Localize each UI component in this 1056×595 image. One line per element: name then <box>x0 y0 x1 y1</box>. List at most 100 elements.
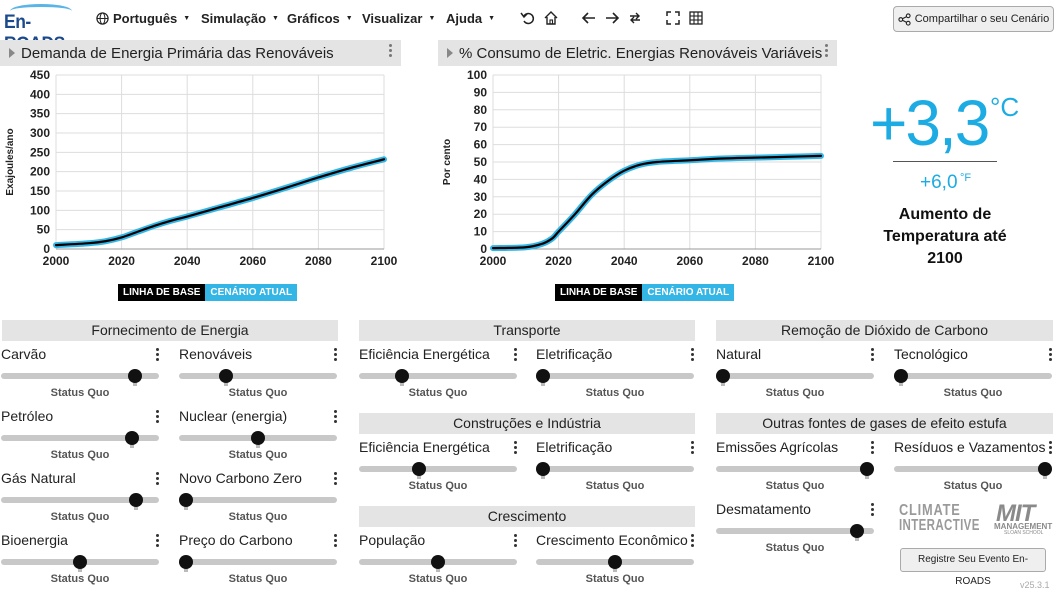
slider-track[interactable] <box>1 435 159 441</box>
slider-track[interactable] <box>1 497 159 503</box>
slider-menu-icon[interactable] <box>514 441 517 456</box>
slider-population[interactable]: População Status Quo <box>359 532 517 588</box>
slider-renewables[interactable]: Renováveis Status Quo <box>179 346 337 402</box>
slider-buildings-efficiency[interactable]: Eficiência Energética Status Quo <box>359 439 517 495</box>
slider-carbon-price[interactable]: Preço do Carbono Status Quo <box>179 532 337 588</box>
slider-thumb[interactable] <box>179 555 193 569</box>
slider-thumb[interactable] <box>1038 462 1052 476</box>
slider-thumb[interactable] <box>219 369 234 383</box>
slider-menu-icon[interactable] <box>334 472 337 487</box>
slider-track[interactable] <box>1 373 159 379</box>
fullscreen-icon[interactable] <box>665 10 681 26</box>
slider-thumb[interactable] <box>124 431 139 445</box>
legend-baseline[interactable]: LINHA DE BASE <box>118 284 206 301</box>
undo-icon[interactable] <box>520 10 536 26</box>
slider-buildings-electrification[interactable]: Eletrificação Status Quo <box>536 439 694 495</box>
slider-deforestation[interactable]: Desmatamento Status Quo <box>716 501 874 557</box>
slider-menu-icon[interactable] <box>514 534 517 549</box>
slider-track[interactable] <box>536 373 694 379</box>
slider-economic-growth[interactable]: Crescimento Econômico Status Quo <box>536 532 694 588</box>
slider-thumb[interactable] <box>536 462 550 476</box>
slider-track[interactable] <box>179 373 337 379</box>
slider-track[interactable] <box>716 528 874 534</box>
en-roads-logo[interactable]: En-ROADS <box>4 4 76 55</box>
forward-arrow-icon[interactable] <box>604 10 620 26</box>
slider-thumb[interactable] <box>536 369 550 383</box>
expand-triangle-icon[interactable] <box>9 48 15 58</box>
temperature-celsius[interactable]: +3,3 <box>870 87 990 159</box>
slider-thumb[interactable] <box>860 462 874 476</box>
slider-oil[interactable]: Petróleo Status Quo <box>1 408 159 464</box>
slider-track[interactable] <box>894 373 1052 379</box>
slider-menu-icon[interactable] <box>691 348 694 363</box>
slider-menu-icon[interactable] <box>514 348 517 363</box>
slider-natural-removal[interactable]: Natural Status Quo <box>716 346 874 402</box>
slider-transport-electrification[interactable]: Eletrificação Status Quo <box>536 346 694 402</box>
slider-track[interactable] <box>179 559 337 565</box>
climate-interactive-logo[interactable]: CLIMATE INTERACTIVE <box>897 502 987 536</box>
slider-menu-icon[interactable] <box>334 534 337 549</box>
slider-thumb[interactable] <box>849 524 864 538</box>
slider-menu-icon[interactable] <box>1049 441 1052 456</box>
menu-simulation[interactable]: Simulação ▼ <box>201 11 279 26</box>
slider-thumb[interactable] <box>129 493 144 507</box>
slider-menu-icon[interactable] <box>871 441 874 456</box>
slider-track[interactable] <box>359 466 517 472</box>
slider-agricultural-emissions[interactable]: Emissões Agrícolas Status Quo <box>716 439 874 495</box>
back-arrow-icon[interactable] <box>581 10 597 26</box>
chart-header-renewables[interactable]: Demanda de Energia Primária das Renováve… <box>0 40 401 66</box>
register-event-button[interactable]: Registre Seu Evento En-ROADS <box>900 548 1046 587</box>
slider-menu-icon[interactable] <box>691 441 694 456</box>
slider-thumb[interactable] <box>179 493 193 507</box>
legend-baseline[interactable]: LINHA DE BASE <box>555 284 643 301</box>
slider-menu-icon[interactable] <box>334 348 337 363</box>
slider-thumb[interactable] <box>73 555 87 569</box>
slider-thumb[interactable] <box>608 555 622 569</box>
slider-menu-icon[interactable] <box>691 534 694 549</box>
slider-track[interactable] <box>536 466 694 472</box>
slider-technological-removal[interactable]: Tecnológico Status Quo <box>894 346 1052 402</box>
slider-thumb[interactable] <box>395 369 409 383</box>
chart-menu-icon[interactable] <box>389 44 393 59</box>
slider-thumb[interactable] <box>894 369 908 383</box>
slider-track[interactable] <box>716 373 874 379</box>
slider-menu-icon[interactable] <box>156 410 159 425</box>
slider-track[interactable] <box>359 373 517 379</box>
slider-menu-icon[interactable] <box>871 348 874 363</box>
home-icon[interactable] <box>543 10 559 26</box>
slider-thumb[interactable] <box>412 462 427 476</box>
grid-icon[interactable] <box>688 10 704 26</box>
slider-coal[interactable]: Carvão Status Quo <box>1 346 159 402</box>
menu-language[interactable]: Português ▼ <box>96 11 190 26</box>
slider-menu-icon[interactable] <box>156 534 159 549</box>
repeat-icon[interactable] <box>627 10 643 26</box>
slider-track[interactable] <box>179 497 337 503</box>
mit-sloan-logo[interactable]: MIT MANAGEMENT SLOAN SCHOOL <box>994 500 1054 536</box>
slider-track[interactable] <box>894 466 1052 472</box>
menu-help[interactable]: Ajuda ▼ <box>446 11 495 26</box>
menu-graphs[interactable]: Gráficos ▼ <box>287 11 353 26</box>
slider-nuclear[interactable]: Nuclear (energia) Status Quo <box>179 408 337 464</box>
menu-view[interactable]: Visualizar ▼ <box>362 11 435 26</box>
slider-track[interactable] <box>716 466 874 472</box>
slider-menu-icon[interactable] <box>871 503 874 518</box>
legend-current[interactable]: CENÁRIO ATUAL <box>642 284 735 301</box>
slider-thumb[interactable] <box>251 431 265 445</box>
slider-thumb[interactable] <box>716 369 730 383</box>
legend-current[interactable]: CENÁRIO ATUAL <box>205 284 298 301</box>
slider-natural-gas[interactable]: Gás Natural Status Quo <box>1 470 159 526</box>
slider-menu-icon[interactable] <box>1049 348 1052 363</box>
share-scenario-button[interactable]: Compartilhar o seu Cenário <box>893 6 1054 32</box>
slider-bioenergy[interactable]: Bioenergia Status Quo <box>1 532 159 588</box>
slider-thumb[interactable] <box>127 369 142 383</box>
slider-transport-efficiency[interactable]: Eficiência Energética Status Quo <box>359 346 517 402</box>
chart-header-variable-renewables[interactable]: % Consumo de Eletric. Energias Renovávei… <box>438 40 837 66</box>
expand-triangle-icon[interactable] <box>447 48 453 58</box>
slider-new-zero-carbon[interactable]: Novo Carbono Zero Status Quo <box>179 470 337 526</box>
slider-menu-icon[interactable] <box>334 410 337 425</box>
chart-menu-icon[interactable] <box>825 44 829 59</box>
slider-menu-icon[interactable] <box>156 472 159 487</box>
slider-waste-leakage[interactable]: Resíduos e Vazamentos Status Quo <box>894 439 1052 495</box>
slider-thumb[interactable] <box>431 555 445 569</box>
slider-menu-icon[interactable] <box>156 348 159 363</box>
